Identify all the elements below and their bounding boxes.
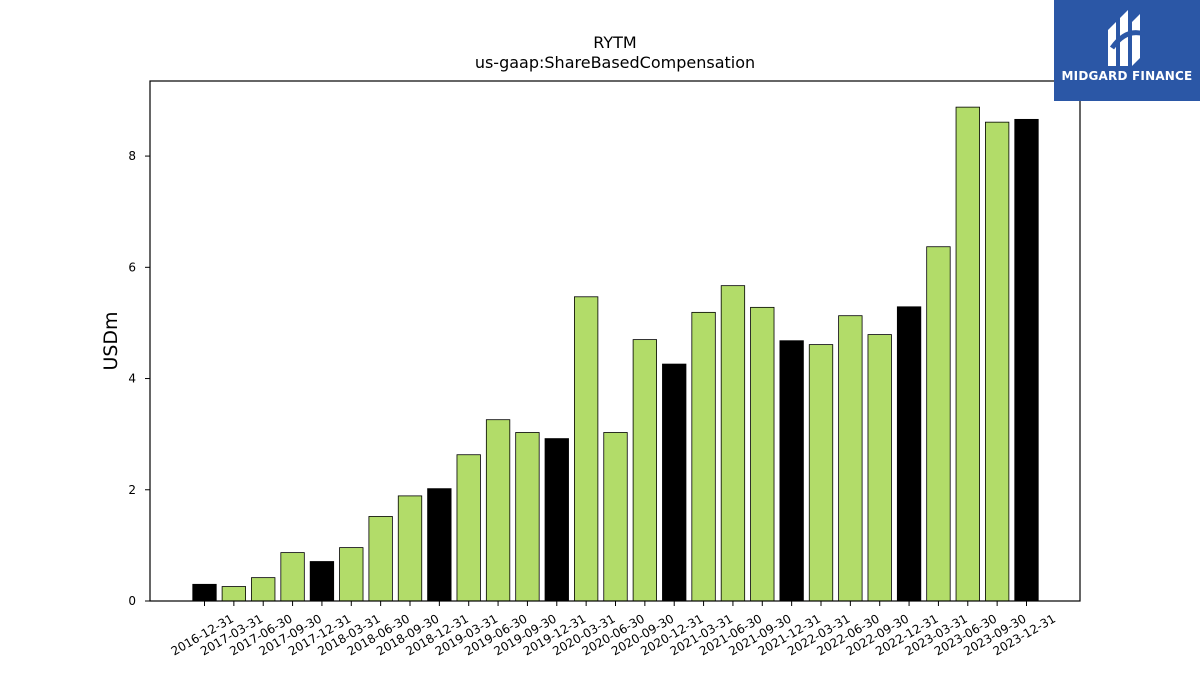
bar-2022-09-30 (867, 334, 892, 602)
bar-2016-12-31 (192, 583, 217, 602)
bar-2018-06-30 (368, 516, 393, 602)
bar-2019-09-30 (515, 432, 540, 602)
bar-2023-09-30 (985, 121, 1010, 602)
bar-2020-09-30 (632, 339, 657, 602)
chart-title: RYTM (593, 33, 636, 52)
y-tick-label: 0 (128, 594, 136, 608)
bar-2021-09-30 (750, 306, 775, 602)
bar-2017-09-30 (280, 552, 305, 602)
bar-2017-06-30 (251, 577, 276, 602)
y-tick-label: 2 (128, 483, 136, 497)
y-axis-label: USDm (100, 311, 122, 370)
bar-2021-12-31 (779, 340, 804, 602)
bar-2018-03-31 (339, 547, 364, 602)
bar-2022-03-31 (808, 344, 834, 602)
bar-2019-06-30 (485, 419, 511, 602)
bar-2020-06-30 (603, 432, 628, 602)
bar-2023-03-31 (926, 246, 951, 602)
plot-frame (149, 80, 1081, 602)
bar-2022-06-30 (838, 315, 863, 602)
bar-2017-12-31 (309, 561, 335, 602)
bar-2023-12-31 (1014, 118, 1039, 602)
bar-2019-12-31 (544, 438, 569, 602)
y-axis-ticks: 0 2 4 6 8 (128, 149, 150, 608)
midgard-logo-icon (1108, 10, 1145, 66)
bar-2017-03-31 (221, 586, 247, 602)
y-tick-label: 6 (128, 260, 136, 274)
bar-2020-03-31 (574, 296, 599, 602)
x-axis-ticks: 2016-12-312017-03-312017-06-302017-09-30… (169, 601, 1058, 658)
bars-group (192, 106, 1039, 602)
chart-subtitle: us-gaap:ShareBasedCompensation (475, 53, 755, 72)
bar-2022-12-31 (896, 306, 922, 602)
bar-2021-03-31 (691, 311, 716, 602)
logo-text: MIDGARD FINANCE (1061, 69, 1193, 83)
bar-2021-06-30 (720, 285, 746, 602)
bar-2018-12-31 (427, 488, 452, 602)
midgard-finance-logo: MIDGARD FINANCE (1054, 0, 1200, 101)
y-tick-label: 4 (128, 372, 136, 386)
bar-2019-03-31 (456, 454, 481, 602)
bar-2020-12-31 (662, 363, 687, 602)
bar-2023-06-30 (955, 106, 980, 602)
y-tick-label: 8 (128, 149, 136, 163)
bar-2018-09-30 (397, 495, 423, 602)
